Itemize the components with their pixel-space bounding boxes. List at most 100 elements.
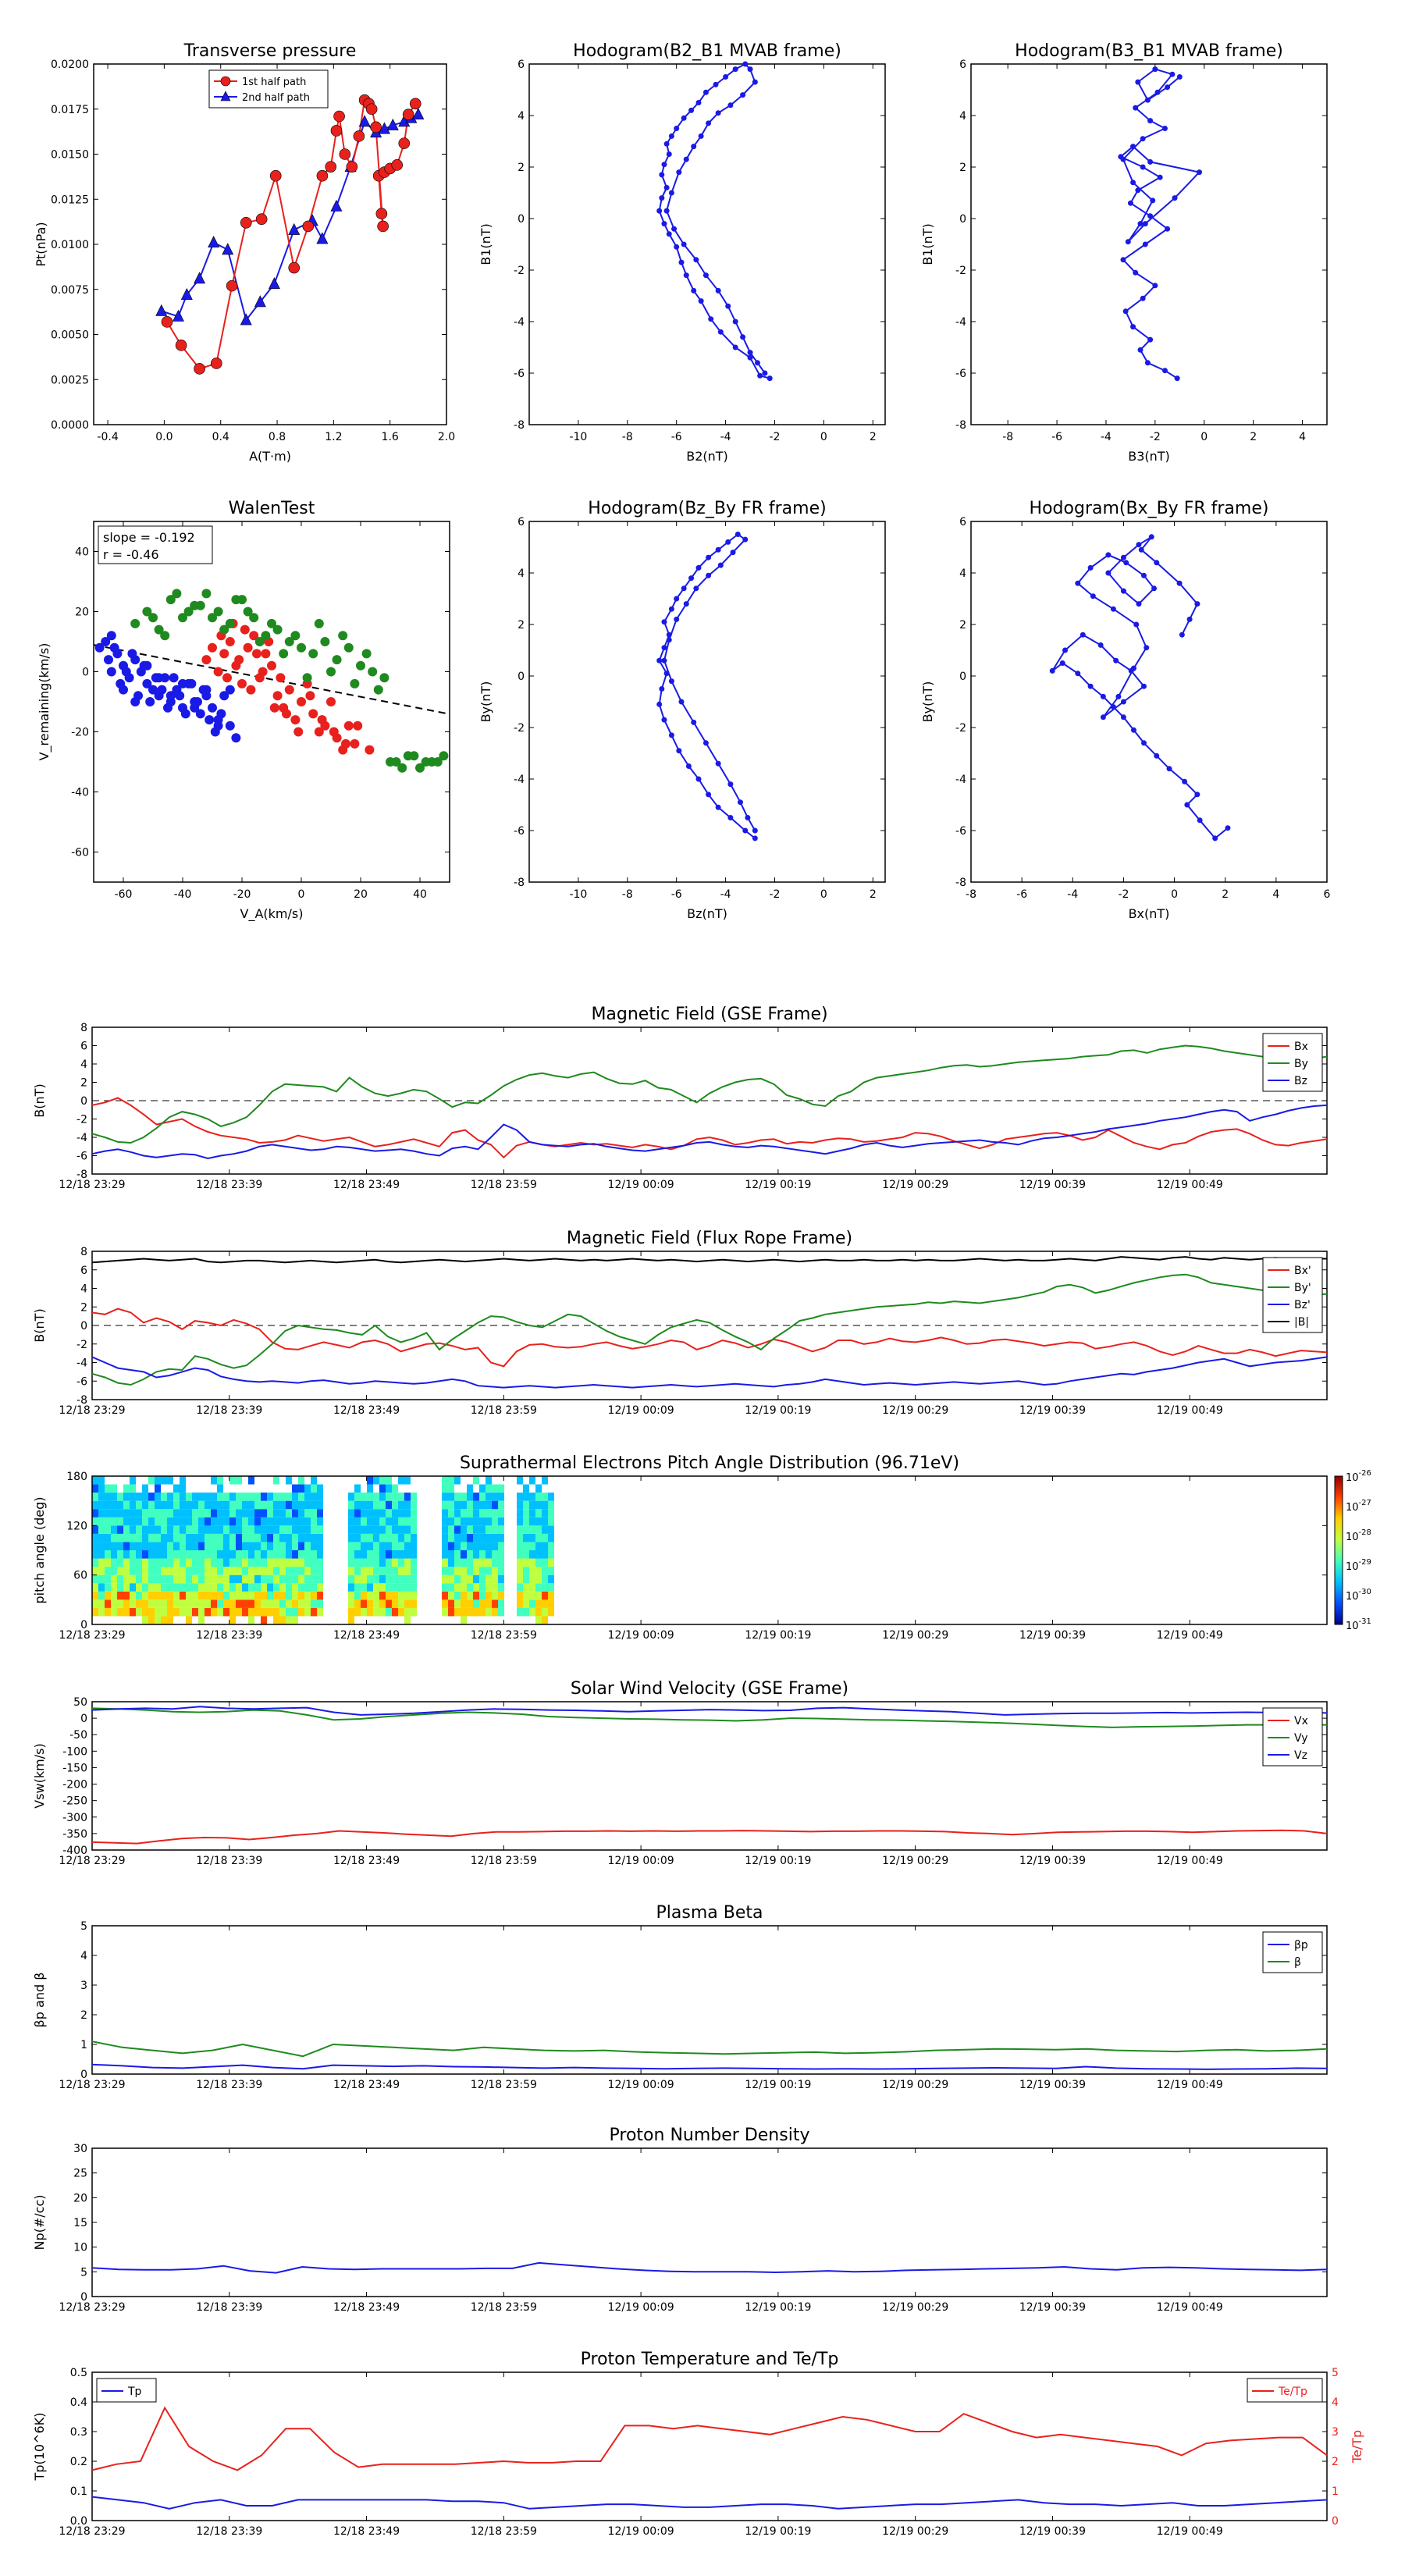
hodogram-point [706,554,712,560]
hodogram-point [1120,554,1126,560]
heatmap-cell [273,1607,279,1617]
plot-frame [91,1925,1328,2075]
heatmap-cell [161,1509,167,1517]
heatmap-cell [367,1558,373,1567]
heatmap-cell [517,1542,523,1550]
heatmap-cell [361,1558,367,1567]
marker-2nd-half-path [222,243,234,255]
heatmap-cell [142,1500,148,1510]
heatmap-cell [354,1591,361,1600]
hodogram-point [1142,221,1148,227]
heatmap-cell [398,1525,404,1534]
series-line-Tp [91,2496,1328,2510]
heatmap-cell [304,1558,311,1567]
heatmap-cell [142,1599,148,1608]
heatmap-cell [467,1484,473,1493]
heatmap-cell [542,1558,548,1567]
heatmap-cell [192,1517,198,1526]
hodogram-point [676,169,682,176]
heatmap-cell [161,1517,167,1526]
ytick-label: -4 [955,316,966,329]
scatter-point-green [154,624,164,635]
hodogram-point [688,575,695,582]
heatmap-cell [136,1558,142,1567]
heatmap-cell [273,1616,279,1624]
scatter-point-green [350,678,360,688]
marker-1st-half-path [409,98,422,110]
hodogram-point [737,799,743,806]
ytick-label: 6 [518,59,525,71]
scatter-point-green [326,667,336,677]
legend-label: |B| [1294,1316,1309,1329]
heatmap-cell [198,1567,205,1575]
heatmap-cell [473,1550,479,1559]
heatmap-cell [392,1599,398,1608]
heatmap-cell [273,1525,279,1534]
heatmap-cell [448,1533,454,1542]
heatmap-cell [148,1542,155,1550]
heatmap-cell [261,1500,267,1510]
marker-1st-half-path [330,125,343,137]
heatmap-cell [304,1542,311,1550]
heatmap-cell [529,1542,535,1550]
heatmap-cell [229,1517,236,1526]
heatmap-cell [448,1567,454,1575]
heatmap-cell [130,1550,136,1559]
hodogram-point [747,350,753,356]
hodogram-point [1140,136,1146,142]
hodogram-point [1161,126,1168,131]
heatmap-cell [404,1517,411,1526]
heatmap-cell [198,1517,205,1526]
heatmap-cell [273,1509,279,1517]
scatter-point-green [208,613,217,623]
heatmap-cell [242,1583,248,1592]
heatmap-cell [205,1517,211,1526]
marker-1st-half-path [240,216,252,229]
heatmap-cell [461,1509,467,1517]
heatmap-cell [542,1574,548,1584]
heatmap-cell [542,1525,548,1534]
marker-1st-half-path [210,358,222,369]
heatmap-cell [192,1533,198,1542]
heatmap-cell [361,1493,367,1501]
heatmap-cell [92,1476,98,1485]
heatmap-cell [535,1591,542,1600]
series-line-Bx [91,1097,1328,1159]
time-tick-label: 12/19 00:39 [1019,1179,1086,1191]
heatmap-cell [386,1476,392,1485]
heatmap-cell [535,1509,542,1517]
heatmap-cell [286,1607,292,1617]
heatmap-cell [492,1607,498,1617]
ytick-label: -2 [955,722,966,735]
chart-title: Hodogram(Bz_By FR frame) [588,499,826,518]
heatmap-cell [548,1509,554,1517]
heatmap-cell [354,1484,361,1493]
hodogram-point [1144,97,1151,103]
hodogram-point [742,827,749,834]
heatmap-cell [92,1607,98,1617]
heatmap-cell [292,1550,298,1559]
scatter-point-green [343,642,354,653]
heatmap-cell [523,1493,529,1501]
heatmap-cell [411,1500,417,1510]
heatmap-cell [142,1558,148,1567]
heatmap-cell [492,1493,498,1501]
time-tick-label: 12/19 00:49 [1157,1179,1223,1191]
hodogram-point [683,601,689,607]
heatmap-cell [117,1607,123,1617]
heatmap-cell [317,1533,323,1542]
scatter-point-red [243,642,253,653]
heatmap-cell [461,1574,467,1584]
heatmap-cell [186,1607,192,1617]
heatmap-cell [535,1533,542,1542]
series-line-Vz [91,1706,1328,1716]
heatmap-cell [242,1500,248,1510]
time-tick-label: 12/18 23:49 [333,2301,400,2314]
heatmap-cell [98,1599,105,1608]
heatmap-cell [354,1533,361,1542]
heatmap-cell [279,1599,286,1608]
heatmap-cell [548,1533,554,1542]
hodogram-point [1120,257,1126,263]
heatmap-cell [286,1509,292,1517]
